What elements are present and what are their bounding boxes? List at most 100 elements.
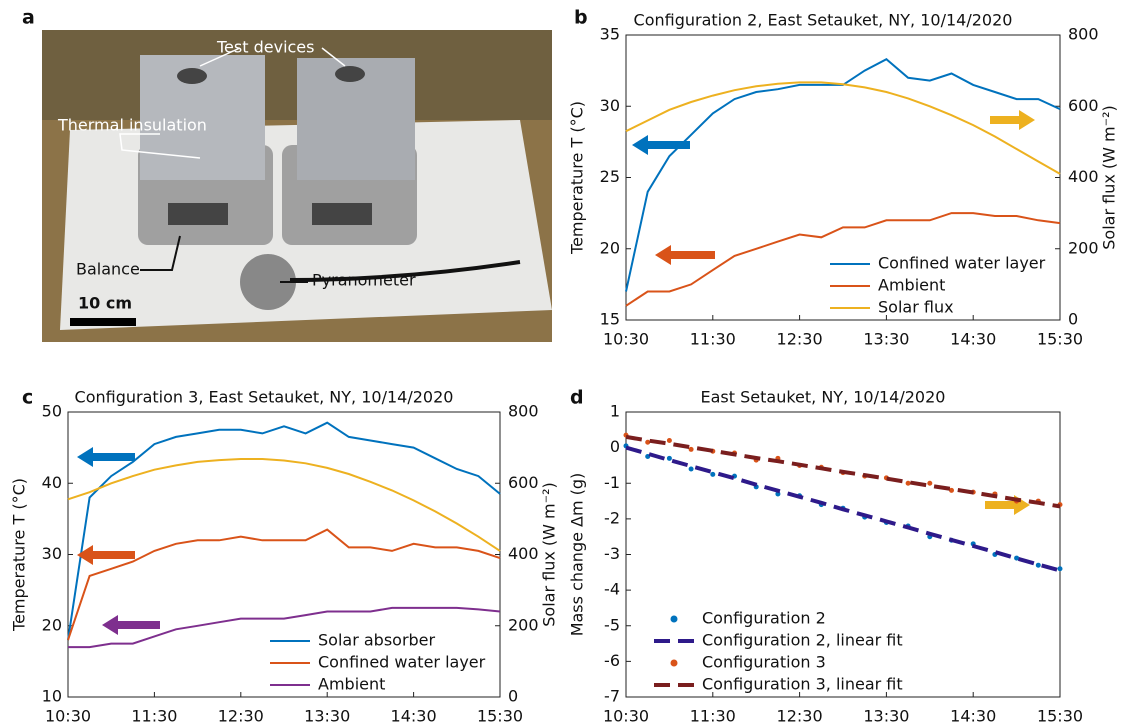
arrow: [632, 135, 690, 155]
legend-label: Solar absorber: [318, 631, 436, 650]
series-line: [625, 81, 1061, 175]
chart-title: Configuration 3, East Setauket, NY, 10/1…: [75, 388, 454, 407]
y-tick-label: 35: [600, 25, 620, 44]
y-tick-label: -5: [604, 615, 620, 634]
photo-panel: a Test devices Thermal insulation Balanc…: [22, 7, 552, 342]
y2-axis-label: Solar flux (W m⁻²): [1100, 105, 1119, 249]
arrow: [77, 545, 135, 565]
y2-axis-label: Solar flux (W m⁻²): [540, 482, 559, 626]
point: [1057, 566, 1063, 572]
series-line: [67, 421, 501, 641]
y2-tick-label: 0: [508, 687, 518, 706]
x-tick-label: 15:30: [477, 707, 523, 726]
y-tick-label: 30: [600, 96, 620, 115]
legend-label: Configuration 3: [702, 653, 826, 672]
arrow: [102, 615, 160, 635]
point: [1014, 555, 1020, 561]
y-tick-label: 20: [600, 238, 620, 257]
pyranometer: [240, 254, 296, 310]
y2-tick-label: 200: [508, 615, 539, 634]
point: [688, 446, 694, 452]
y-tick-label: 50: [42, 402, 62, 421]
y-axis-label: Temperature T (°C): [568, 101, 587, 255]
series-line: [67, 458, 501, 552]
y-tick-label: 30: [42, 544, 62, 563]
x-tick-label: 12:30: [777, 330, 823, 349]
x-tick-label: 12:30: [218, 707, 264, 726]
y-tick-label: 1: [610, 402, 620, 421]
legend-label: Solar flux: [878, 298, 954, 317]
y-tick-label: 10: [42, 687, 62, 706]
y-tick-label: -4: [604, 580, 620, 599]
x-tick-label: 14:30: [950, 330, 996, 349]
annotation: Balance: [76, 260, 140, 279]
x-tick-label: 10:30: [603, 707, 649, 726]
x-tick-label: 14:30: [391, 707, 437, 726]
y2-tick-label: 200: [1068, 238, 1099, 257]
scale-bar: [70, 318, 136, 326]
x-tick-label: 13:30: [304, 707, 350, 726]
annotation: Thermal insulation: [57, 116, 207, 135]
chart-title: Configuration 2, East Setauket, NY, 10/1…: [634, 11, 1013, 30]
y-tick-label: -3: [604, 544, 620, 563]
x-tick-label: 15:30: [1037, 330, 1083, 349]
pointer: [119, 133, 201, 159]
y2-tick-label: 0: [1068, 310, 1078, 329]
display: [312, 203, 372, 225]
y-tick-label: 15: [600, 310, 620, 329]
legend-label: Configuration 2: [702, 609, 826, 628]
arrow: [990, 110, 1035, 130]
test-device: [177, 68, 207, 84]
point: [666, 455, 672, 461]
point: [1035, 562, 1041, 568]
y2-tick-label: 600: [508, 473, 539, 492]
series-line: [67, 528, 501, 641]
x-tick-label: 15:30: [1037, 707, 1083, 726]
legend-marker: [670, 659, 678, 667]
x-tick-label: 14:30: [950, 707, 996, 726]
y2-tick-label: 800: [508, 402, 539, 421]
y-tick-label: 0: [610, 437, 620, 456]
point: [666, 438, 672, 443]
y-axis-label: Mass change Δm (g): [568, 473, 587, 637]
y-tick-label: 40: [42, 473, 62, 492]
x-tick-label: 10:30: [45, 707, 91, 726]
point: [710, 471, 716, 477]
x-tick-label: 12:30: [777, 707, 823, 726]
legend-marker: [670, 615, 678, 623]
arrow: [655, 245, 715, 265]
point: [688, 466, 694, 472]
legend-label: Ambient: [878, 276, 945, 295]
display: [168, 203, 228, 225]
y2-tick-label: 800: [1068, 25, 1099, 44]
y2-tick-label: 400: [1068, 167, 1099, 186]
y-axis-label: Temperature T (°C): [10, 478, 29, 632]
pointer: [199, 47, 241, 67]
y-tick-label: -7: [604, 687, 620, 706]
scale-bar-label: 10 cm: [78, 294, 132, 313]
panel-label: d: [570, 387, 584, 409]
point: [645, 439, 651, 445]
panel-label: b: [574, 7, 588, 29]
y2-tick-label: 600: [1068, 96, 1099, 115]
pointer: [321, 47, 346, 67]
panel-label: a: [22, 7, 35, 29]
x-tick-label: 13:30: [863, 707, 909, 726]
y-tick-label: -6: [604, 651, 620, 670]
y-tick-label: 20: [42, 615, 62, 634]
annotation: Test devices: [216, 38, 314, 57]
series-line: [625, 212, 1061, 307]
series-line: [68, 606, 501, 649]
panel-label: c: [22, 387, 33, 409]
point: [905, 480, 911, 486]
legend-label: Configuration 2, linear fit: [702, 631, 903, 650]
y-tick-label: 25: [600, 167, 620, 186]
legend-label: Confined water layer: [318, 653, 486, 672]
point: [927, 480, 933, 486]
x-tick-label: 13:30: [863, 330, 909, 349]
x-tick-label: 11:30: [131, 707, 177, 726]
plot-frame: [625, 34, 1061, 321]
y-tick-label: -1: [604, 473, 620, 492]
point: [949, 487, 954, 493]
pointer: [140, 235, 181, 271]
